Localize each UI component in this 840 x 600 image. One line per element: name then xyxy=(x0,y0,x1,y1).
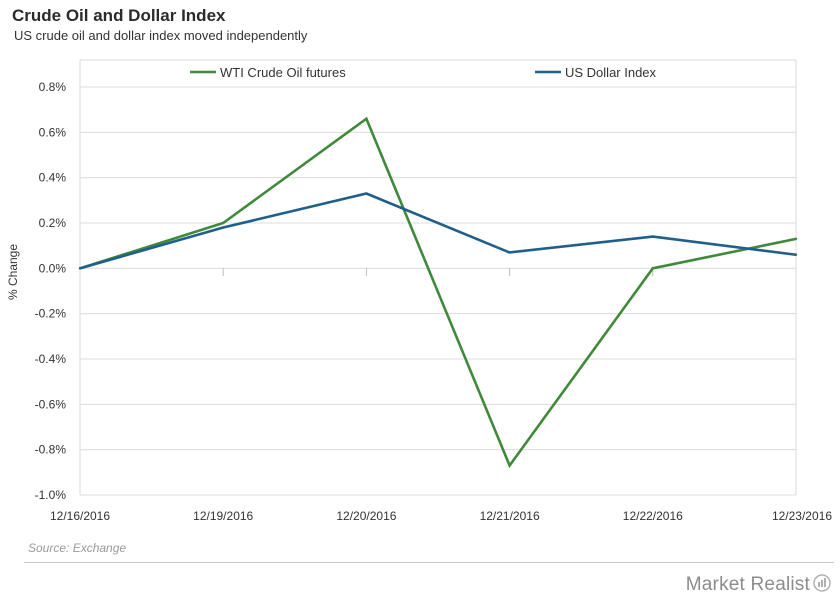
data-point xyxy=(651,267,654,270)
y-axis-title: % Change xyxy=(6,244,20,300)
line-chart: 12/16/2016 12/19/2016 12/20/2016 12/21/2016… xyxy=(6,59,832,523)
y-tick-label: -0.4% xyxy=(35,352,67,366)
data-point xyxy=(508,464,511,467)
chart-title: Crude Oil and Dollar Index xyxy=(12,6,226,25)
data-point xyxy=(794,253,798,256)
y-tick-label: -0.8% xyxy=(35,443,67,457)
x-tick-label: 12/23/2016 xyxy=(772,509,832,523)
y-tick-label: 0.4% xyxy=(39,171,67,185)
data-point xyxy=(508,251,511,254)
data-point xyxy=(78,267,82,270)
data-point xyxy=(794,237,798,241)
legend: WTI Crude Oil futures US Dollar Index xyxy=(190,65,657,80)
x-axis: 12/16/2016 12/19/2016 12/20/2016 12/21/2016… xyxy=(50,509,832,523)
legend-label: US Dollar Index xyxy=(565,65,657,80)
y-tick-label: 0.8% xyxy=(39,80,67,94)
y-tick-label: -0.2% xyxy=(35,307,67,321)
y-tick-label: -0.6% xyxy=(35,397,67,411)
y-tick-label: 0.6% xyxy=(39,125,67,139)
grid-layer xyxy=(79,59,797,496)
data-point xyxy=(365,192,368,195)
x-tick-label: 12/20/2016 xyxy=(336,509,396,523)
x-tick-label: 12/21/2016 xyxy=(480,509,540,523)
brand-logo-text: Market Realist xyxy=(685,574,810,595)
y-tick-label: 0.2% xyxy=(39,216,67,230)
data-point xyxy=(651,235,654,238)
series-line-wti-crude-oil xyxy=(79,116,797,469)
source-note: Source: Exchange xyxy=(28,541,127,555)
chart-subtitle: US crude oil and dollar index moved inde… xyxy=(14,28,308,43)
y-tick-label: 0.0% xyxy=(39,261,67,275)
x-tick-label: 12/19/2016 xyxy=(193,509,253,523)
data-point xyxy=(222,221,225,225)
y-axis: 0.8% 0.6% 0.4% 0.2% 0.0% -0.2% -0.4% -0.6% -0.8%… xyxy=(35,80,67,502)
footer-divider xyxy=(24,562,834,563)
data-point xyxy=(222,226,225,229)
market-realist-logo-icon xyxy=(813,574,831,592)
legend-label: WTI Crude Oil futures xyxy=(220,65,346,80)
series-line-us-dollar-index xyxy=(79,192,797,270)
x-tick-label: 12/16/2016 xyxy=(50,509,110,523)
x-tick-label: 12/22/2016 xyxy=(623,509,683,523)
series-layer xyxy=(78,116,798,469)
y-tick-label: -1.0% xyxy=(35,488,67,502)
data-point xyxy=(365,117,368,120)
